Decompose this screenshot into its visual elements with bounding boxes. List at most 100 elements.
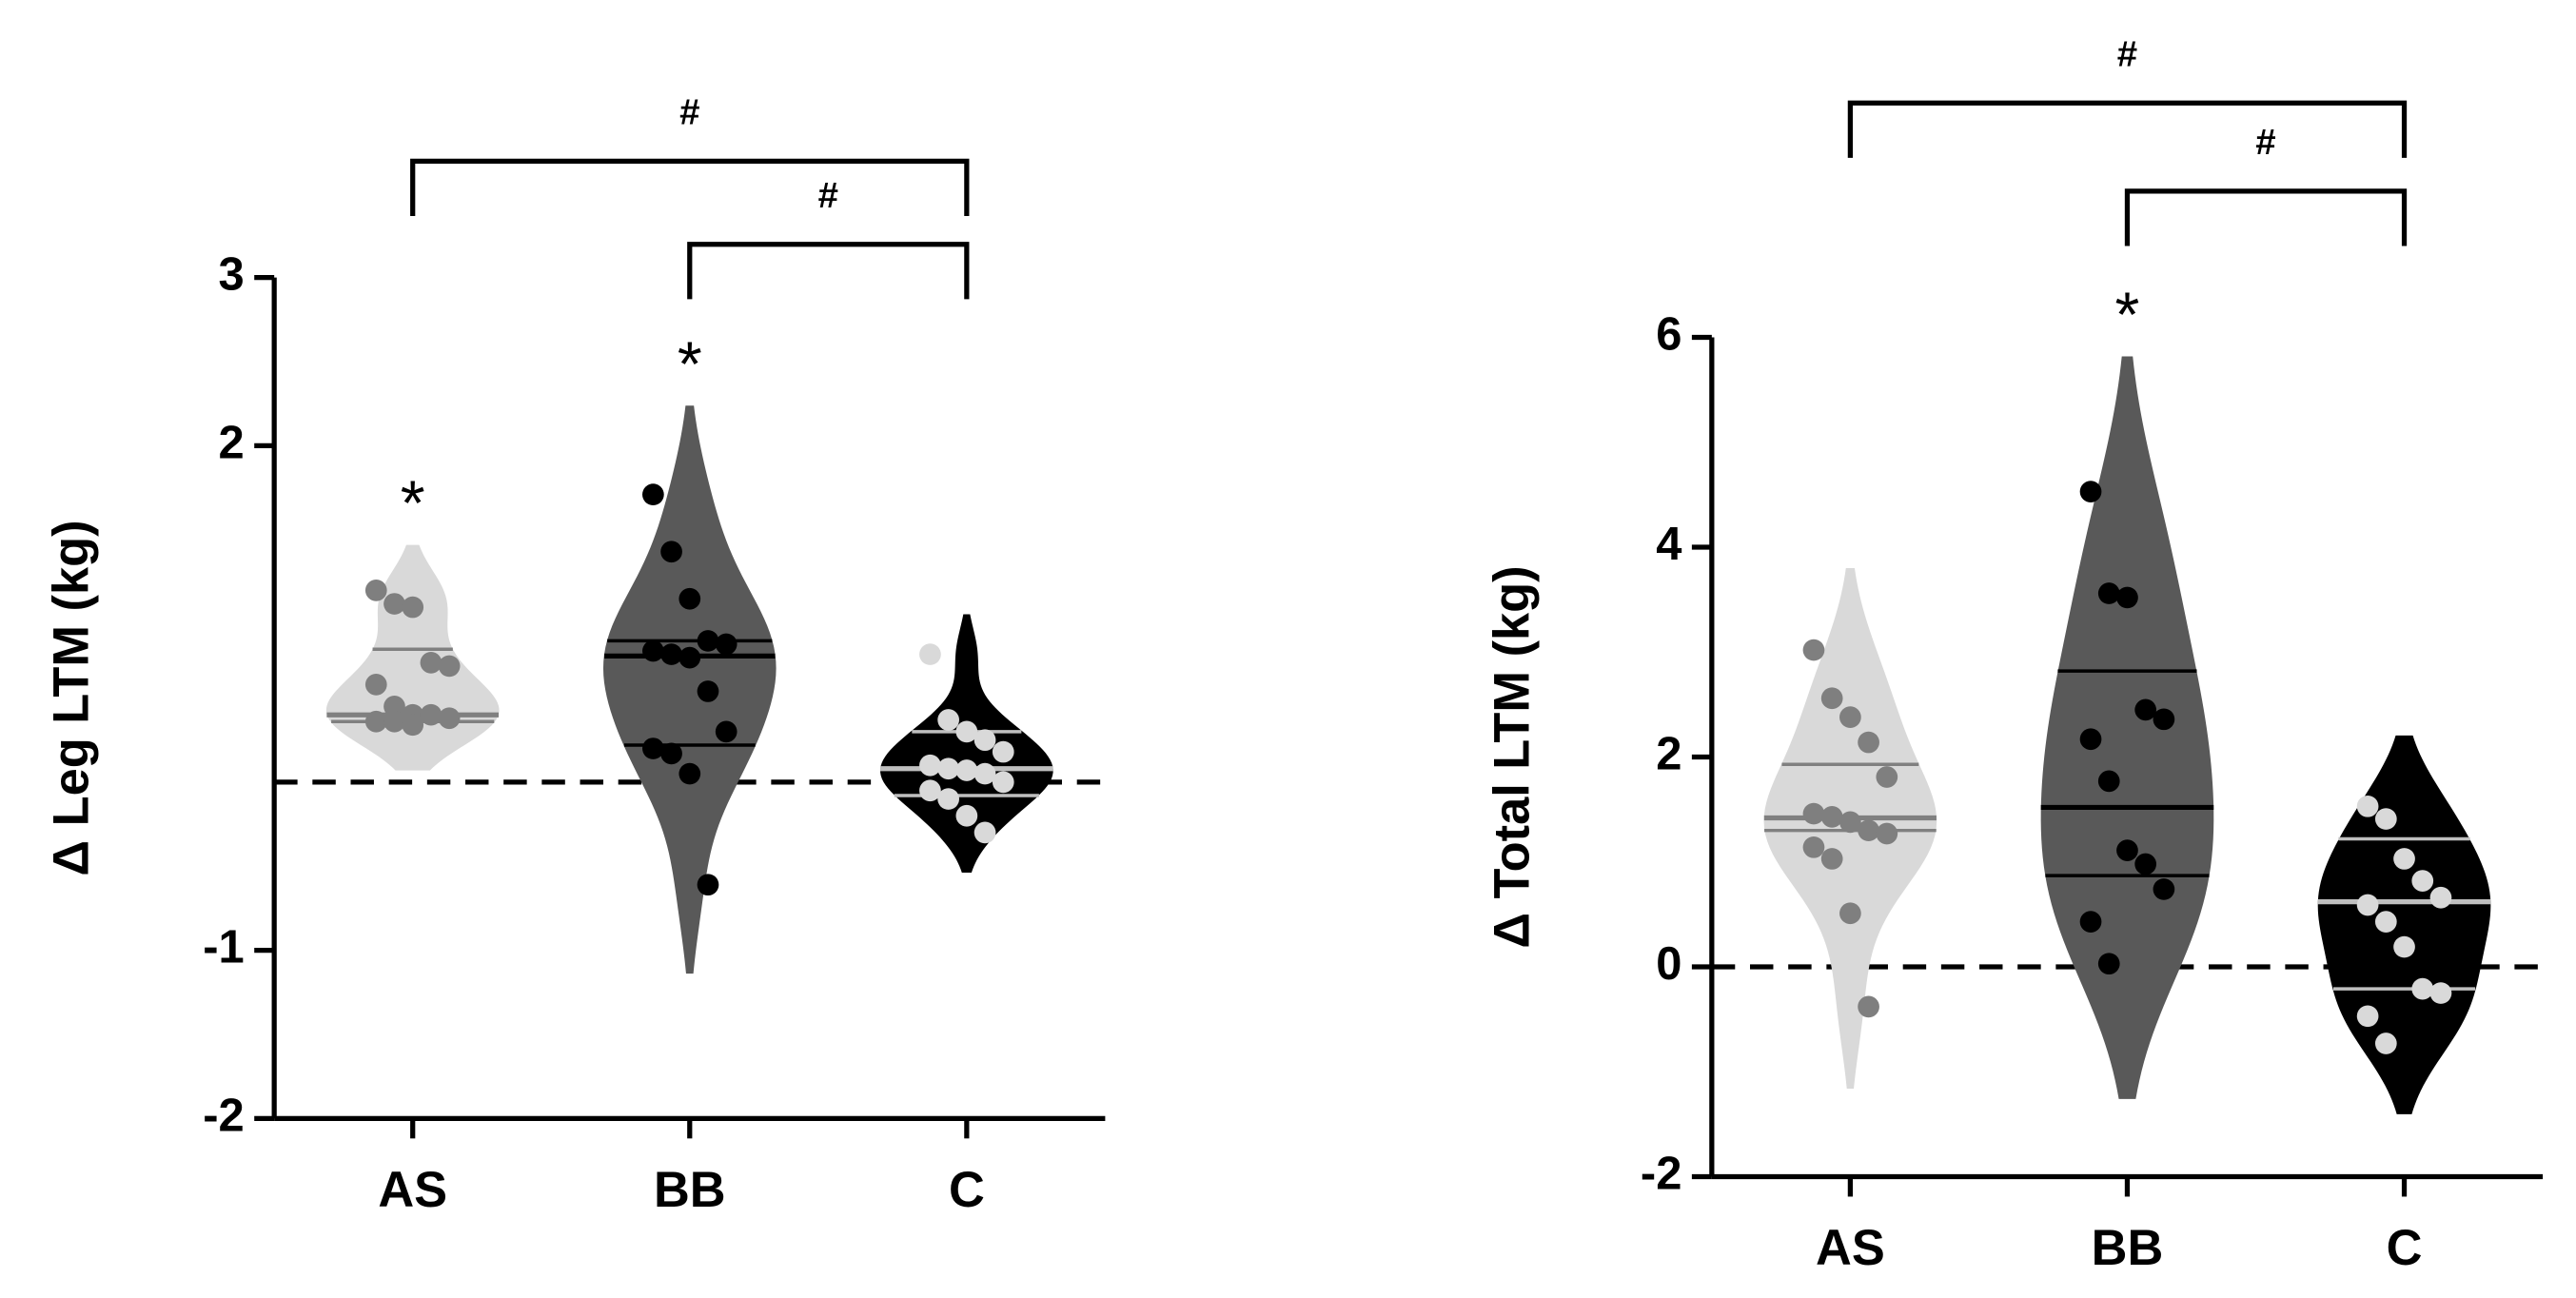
x-tick-label: AS [378, 1163, 447, 1218]
data-point [660, 541, 682, 563]
violin [2040, 356, 2214, 1099]
data-point [2097, 582, 2120, 604]
data-point [2153, 708, 2175, 731]
data-point [364, 580, 387, 601]
data-point [973, 821, 996, 844]
bracket-label: # [2117, 34, 2137, 75]
data-point [2079, 728, 2102, 751]
y-tick-label: 0 [1656, 938, 1681, 990]
significance-bracket [410, 158, 970, 217]
y-axis-label: Δ Leg LTM (kg) [44, 520, 99, 875]
data-point [715, 720, 737, 743]
significance-bracket [687, 242, 970, 300]
data-point [1839, 706, 1861, 728]
data-point [2134, 698, 2157, 721]
data-point [2374, 808, 2397, 830]
data-point [402, 714, 424, 737]
data-point [2153, 878, 2175, 900]
x-tick-label: AS [1816, 1221, 1885, 1276]
y-tick-label: -2 [203, 1090, 244, 1141]
data-point [2411, 870, 2434, 892]
data-point [937, 709, 959, 731]
data-point [1802, 836, 1825, 858]
violin [2317, 735, 2491, 1114]
data-point [1820, 687, 1843, 710]
y-tick-label: 2 [1656, 728, 1681, 779]
data-point [2411, 977, 2434, 1000]
data-point [1858, 731, 1879, 754]
data-point [2393, 935, 2415, 958]
data-point [678, 587, 701, 610]
x-tick-label: C [2387, 1221, 2423, 1276]
x-tick-label: BB [654, 1163, 726, 1218]
data-point [420, 703, 442, 726]
significance-bracket [1847, 100, 2408, 158]
data-point [992, 740, 1014, 763]
data-point [2097, 770, 2120, 793]
data-point [642, 738, 664, 759]
data-point [1858, 995, 1879, 1018]
data-point [660, 742, 682, 765]
bracket-label: # [2255, 122, 2275, 163]
y-tick-label: -1 [203, 922, 244, 974]
violin [602, 405, 777, 974]
data-point [937, 757, 959, 780]
data-point [2097, 953, 2120, 975]
data-point [919, 779, 941, 802]
data-point [2116, 839, 2138, 861]
data-point [2116, 586, 2138, 609]
data-point [697, 680, 719, 702]
data-point [1820, 848, 1843, 870]
data-point [2356, 795, 2379, 817]
data-point [364, 674, 387, 696]
bracket-label: # [818, 175, 838, 216]
data-point [1858, 819, 1879, 842]
x-tick-label: C [949, 1163, 985, 1218]
significance-star: * [2115, 281, 2140, 351]
data-point [973, 762, 996, 785]
data-point [1802, 802, 1825, 825]
significance-star: * [678, 329, 702, 400]
data-point [2134, 853, 2157, 875]
data-point [642, 483, 664, 506]
data-point [678, 646, 701, 669]
data-point [955, 759, 978, 781]
data-point [1876, 822, 1898, 845]
data-point [1839, 811, 1861, 834]
data-point [919, 754, 941, 777]
data-point [420, 652, 442, 674]
significance-bracket [2124, 188, 2408, 246]
data-point [955, 720, 978, 743]
data-point [383, 593, 405, 615]
data-point [364, 710, 387, 733]
data-point [678, 762, 701, 785]
significance-star: * [401, 469, 425, 540]
data-point [937, 788, 959, 810]
data-point [2374, 911, 2397, 933]
data-point [1839, 902, 1861, 925]
violin [325, 544, 500, 771]
data-point [2429, 982, 2452, 1004]
data-point [919, 643, 941, 665]
bracket-label: # [679, 92, 699, 133]
data-point [992, 771, 1014, 794]
data-point [697, 630, 719, 652]
y-tick-label: 4 [1656, 519, 1681, 570]
data-point [438, 707, 461, 730]
data-point [1820, 806, 1843, 828]
y-tick-label: 6 [1656, 308, 1681, 360]
data-point [642, 639, 664, 662]
y-tick-label: 2 [219, 417, 245, 468]
data-point [438, 655, 461, 678]
data-point [2393, 848, 2415, 870]
data-point [383, 696, 405, 718]
data-point [660, 643, 682, 665]
x-tick-label: BB [2092, 1221, 2164, 1276]
data-point [2079, 481, 2102, 502]
data-point [2356, 894, 2379, 916]
data-point [2079, 911, 2102, 933]
data-point [383, 710, 405, 733]
violin [880, 614, 1053, 874]
data-point [1876, 766, 1898, 788]
data-point [2429, 886, 2452, 909]
